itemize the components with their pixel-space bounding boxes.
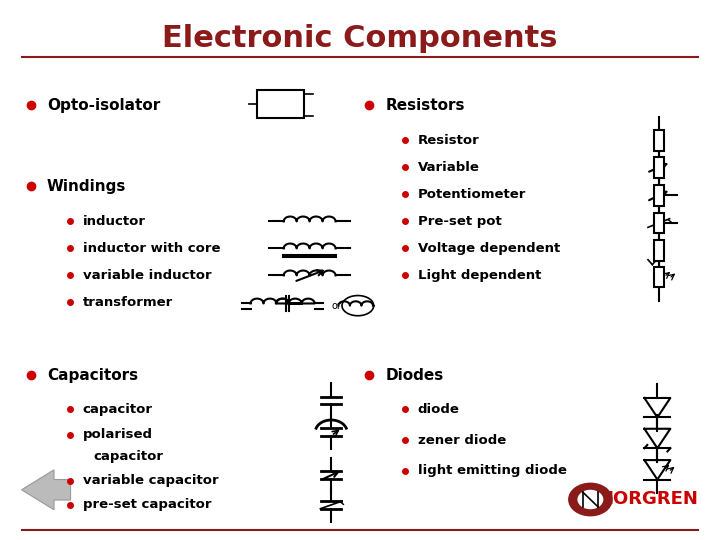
Text: zener diode: zener diode (418, 434, 506, 447)
Text: inductor with core: inductor with core (83, 242, 220, 255)
Circle shape (577, 490, 603, 509)
Text: Pre-set pot: Pre-set pot (418, 215, 501, 228)
Bar (654, 240, 664, 261)
Text: Electronic Components: Electronic Components (162, 24, 558, 53)
Text: transformer: transformer (83, 296, 173, 309)
Text: diode: diode (418, 403, 459, 416)
Text: NORGREN: NORGREN (598, 490, 698, 509)
Text: variable capacitor: variable capacitor (83, 474, 218, 487)
Text: Capacitors: Capacitors (47, 368, 138, 383)
Bar (258, 90, 305, 118)
Bar (654, 185, 664, 206)
Text: Potentiometer: Potentiometer (418, 188, 526, 201)
Text: capacitor: capacitor (94, 450, 163, 463)
Text: capacitor: capacitor (83, 403, 153, 416)
Text: Windings: Windings (47, 179, 126, 194)
Text: Light dependent: Light dependent (418, 269, 541, 282)
Text: Variable: Variable (418, 161, 480, 174)
Text: Diodes: Diodes (385, 368, 444, 383)
Text: variable inductor: variable inductor (83, 269, 212, 282)
Polygon shape (22, 470, 71, 510)
Text: Voltage dependent: Voltage dependent (418, 242, 560, 255)
Circle shape (569, 483, 612, 516)
Text: Resistors: Resistors (385, 98, 464, 113)
Text: light emitting diode: light emitting diode (418, 464, 567, 477)
Bar (654, 130, 664, 151)
Bar (654, 213, 664, 233)
Text: Opto-isolator: Opto-isolator (47, 98, 160, 113)
Bar (654, 157, 664, 178)
Text: pre-set capacitor: pre-set capacitor (83, 498, 211, 511)
Text: or: or (331, 301, 341, 311)
Text: inductor: inductor (83, 215, 145, 228)
Text: Resistor: Resistor (418, 134, 480, 147)
Bar (654, 267, 664, 287)
Text: polarised: polarised (83, 428, 153, 441)
